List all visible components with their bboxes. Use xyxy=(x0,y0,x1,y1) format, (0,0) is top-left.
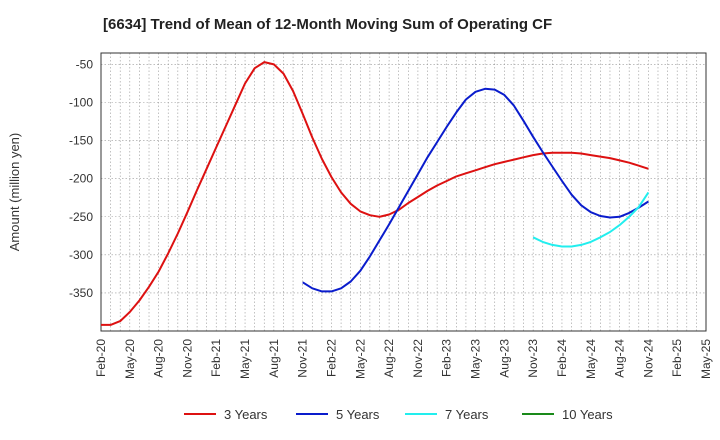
x-tick-label: Nov-23 xyxy=(526,339,540,378)
series-lines xyxy=(101,61,650,326)
x-tick-label: Nov-21 xyxy=(296,339,310,378)
x-tick-label: Aug-22 xyxy=(382,339,396,378)
y-tick-label: -300 xyxy=(69,248,93,262)
y-tick-label: -200 xyxy=(69,172,93,186)
plot-area-border xyxy=(100,52,707,332)
y-tick-label: -150 xyxy=(69,134,93,148)
x-tick-label: May-21 xyxy=(238,339,252,379)
y-tick-label: -100 xyxy=(69,96,93,110)
legend-label: 3 Years xyxy=(224,407,268,422)
x-tick-label: Feb-24 xyxy=(555,339,569,377)
x-tick-label: Feb-25 xyxy=(670,339,684,377)
x-tick-label: Feb-20 xyxy=(94,339,108,377)
y-tick-label: -50 xyxy=(76,57,94,71)
x-tick-label: Nov-24 xyxy=(641,339,655,378)
x-axis-ticks: Feb-20 May-20 Aug-20 Nov-20 Feb-21 May-21 Aug-… xyxy=(94,339,713,379)
legend-label: 7 Years xyxy=(445,407,489,422)
x-tick-label: Aug-24 xyxy=(613,339,627,378)
x-tick-label: May-24 xyxy=(584,339,598,379)
y-axis-label: Amount (million yen) xyxy=(7,133,22,252)
legend-label: 10 Years xyxy=(562,407,613,422)
x-tick-label: Aug-21 xyxy=(267,339,281,378)
y-tick-label: -350 xyxy=(69,286,93,300)
grid xyxy=(101,53,706,331)
x-tick-label: Feb-21 xyxy=(209,339,223,377)
x-tick-label: Feb-22 xyxy=(324,339,338,377)
x-tick-label: Nov-20 xyxy=(180,339,194,378)
chart-title: [6634] Trend of Mean of 12-Month Moving … xyxy=(103,16,552,33)
y-axis-ticks: -50 -100 -150 -200 -250 -300 -350 xyxy=(69,57,93,299)
legend: 3 Years 5 Years 7 Years 10 Years xyxy=(184,407,613,422)
legend-label: 5 Years xyxy=(336,407,380,422)
x-tick-label: May-23 xyxy=(469,339,483,379)
x-tick-label: May-22 xyxy=(353,339,367,379)
series-line xyxy=(532,191,650,248)
series-line xyxy=(101,61,649,326)
x-tick-label: Aug-23 xyxy=(497,339,511,378)
series-line xyxy=(302,87,649,293)
x-tick-label: May-20 xyxy=(123,339,137,379)
x-tick-label: Feb-23 xyxy=(440,339,454,377)
y-tick-label: -250 xyxy=(69,210,93,224)
x-tick-label: May-25 xyxy=(699,339,713,379)
x-tick-label: Aug-20 xyxy=(152,339,166,378)
x-tick-label: Nov-22 xyxy=(411,339,425,378)
